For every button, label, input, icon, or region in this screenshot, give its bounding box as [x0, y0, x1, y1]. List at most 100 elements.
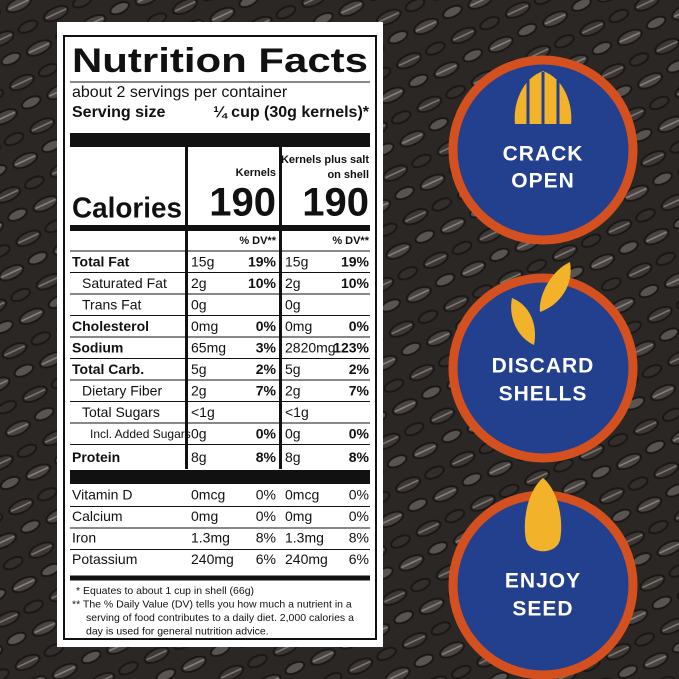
amount: 0g — [191, 296, 207, 312]
amount: 1.3mg — [285, 530, 324, 546]
dv: 6% — [349, 551, 369, 567]
dv: 10% — [341, 275, 370, 291]
calories-value: 190 — [302, 181, 369, 225]
servings: about 2 servings per container — [72, 84, 288, 101]
rule — [70, 133, 370, 147]
row-label: Total Fat — [72, 253, 130, 269]
dv: 10% — [248, 275, 277, 291]
row-label: Total Carb. — [72, 361, 144, 377]
row-label: Incl. Added Sugars — [90, 427, 191, 441]
rule — [70, 336, 370, 338]
row-label: Dietary Fiber — [82, 382, 162, 398]
dv-head: % DV** — [239, 235, 276, 247]
dv: 0% — [256, 318, 277, 334]
amount: 5g — [191, 361, 207, 377]
footnote: * Equates to about 1 cup in shell (66g) — [76, 585, 254, 597]
amount: 2g — [191, 275, 207, 291]
amount: 240mg — [285, 551, 328, 567]
dv: 7% — [349, 382, 370, 398]
amount: 0g — [285, 425, 301, 441]
dv-head: % DV** — [332, 235, 369, 247]
calories-value: 190 — [209, 181, 276, 225]
column-head: Kernels — [236, 167, 276, 179]
dv: 6% — [256, 551, 276, 567]
dv: 8% — [349, 530, 369, 546]
amount: <1g — [285, 404, 309, 420]
footnote: ** The % Daily Value (DV) tells you how … — [72, 598, 352, 610]
rule — [70, 575, 370, 581]
dv: 8% — [349, 449, 370, 465]
step-text: CRACK — [503, 143, 584, 166]
amount: 0mg — [285, 318, 312, 334]
rule — [70, 293, 370, 295]
step-discard — [448, 262, 638, 463]
rule — [70, 250, 370, 252]
amount: 0mg — [191, 508, 218, 524]
amount: <1g — [191, 404, 215, 420]
row-label: Iron — [72, 530, 96, 546]
step-text: OPEN — [511, 170, 575, 193]
dv: 0% — [349, 425, 370, 441]
column-divider — [185, 147, 188, 469]
nutrition-label: Nutrition Facts about 2 servings per cont… — [70, 42, 370, 637]
dv: 0% — [349, 508, 369, 524]
amount: 0mcg — [285, 487, 319, 503]
rule — [70, 444, 370, 445]
amount: 2g — [285, 382, 301, 398]
label-border — [63, 35, 377, 640]
serving-size-value: ¼ cup (30g kernels)* — [213, 104, 369, 121]
calories-label: Calories — [72, 193, 182, 225]
dv: 19% — [341, 253, 370, 269]
serving-size-label: Serving size — [72, 104, 165, 121]
amount: 2g — [285, 275, 301, 291]
dv: 19% — [248, 253, 277, 269]
row-label: Saturated Fat — [82, 275, 167, 291]
dv: 7% — [256, 382, 277, 398]
title: Nutrition Facts — [72, 42, 368, 80]
dv: 8% — [256, 530, 276, 546]
label-card — [57, 22, 383, 647]
row-label: Protein — [72, 449, 120, 465]
rule — [70, 422, 370, 424]
dv: 0% — [256, 425, 277, 441]
amount: 8g — [285, 449, 301, 465]
row-label: Calcium — [72, 508, 123, 524]
column-divider — [279, 147, 282, 469]
row-label: Trans Fat — [82, 296, 141, 312]
amount: 65mg — [191, 339, 226, 355]
amount: 2g — [191, 382, 207, 398]
dv: 0% — [349, 487, 369, 503]
rule — [70, 81, 370, 83]
rule — [70, 470, 370, 484]
amount: 0g — [285, 296, 301, 312]
column-head: on shell — [327, 169, 369, 181]
step-text: ENJOY — [505, 570, 581, 593]
step-enjoy — [448, 478, 638, 679]
amount: 1.3mg — [191, 530, 230, 546]
rule — [70, 272, 370, 273]
amount: 5g — [285, 361, 301, 377]
dv: 2% — [256, 361, 277, 377]
dv: 123% — [333, 339, 369, 355]
rule — [70, 506, 370, 507]
column-head: Kernels plus salt — [281, 154, 369, 166]
row-label: Total Sugars — [82, 404, 160, 420]
rule — [70, 358, 370, 359]
dv: 2% — [349, 361, 370, 377]
footnote: serving of food contributes to a daily d… — [86, 612, 354, 624]
amount: 8g — [191, 449, 207, 465]
rule — [70, 225, 370, 231]
amount: 15g — [285, 253, 308, 269]
row-label: Vitamin D — [72, 487, 132, 503]
step-text: DISCARD — [492, 355, 595, 378]
dv: 8% — [256, 449, 277, 465]
amount: 0mcg — [191, 487, 225, 503]
amount: 2820mg — [285, 339, 336, 355]
rule — [70, 549, 370, 550]
row-label: Sodium — [72, 339, 123, 355]
step-text: SEED — [512, 598, 573, 621]
dv: 0% — [256, 508, 276, 524]
amount: 0mg — [285, 508, 312, 524]
amount: 240mg — [191, 551, 234, 567]
